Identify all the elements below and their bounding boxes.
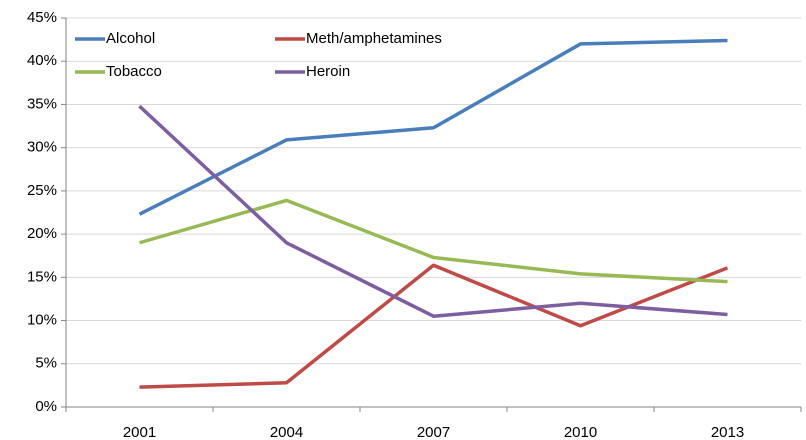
y-tick-label: 5% [35,355,57,372]
y-tick-label: 0% [35,398,57,415]
x-tick-label: 2010 [564,424,597,440]
y-tick-label: 40% [27,52,57,69]
x-tick-label: 2013 [711,424,744,440]
y-tick-label: 45% [27,9,57,26]
y-tick-label: 20% [27,225,57,242]
legend-label: Heroin [306,63,350,80]
y-tick-label: 10% [27,312,57,329]
legend-label: Meth/amphetamines [306,30,442,47]
x-tick-label: 2007 [417,424,450,440]
y-tick-label: 25% [27,182,57,199]
y-tick-label: 30% [27,139,57,156]
series-line [138,38,728,216]
legend-label: Tobacco [106,63,162,80]
legend-label: Alcohol [106,30,155,47]
x-tick-label: 2001 [123,424,156,440]
x-tick-label: 2004 [270,424,303,440]
series-line [139,263,729,389]
y-tick-label: 15% [27,268,57,285]
series-line [139,198,728,284]
series-line [138,104,728,318]
y-tick-label: 35% [27,95,57,112]
